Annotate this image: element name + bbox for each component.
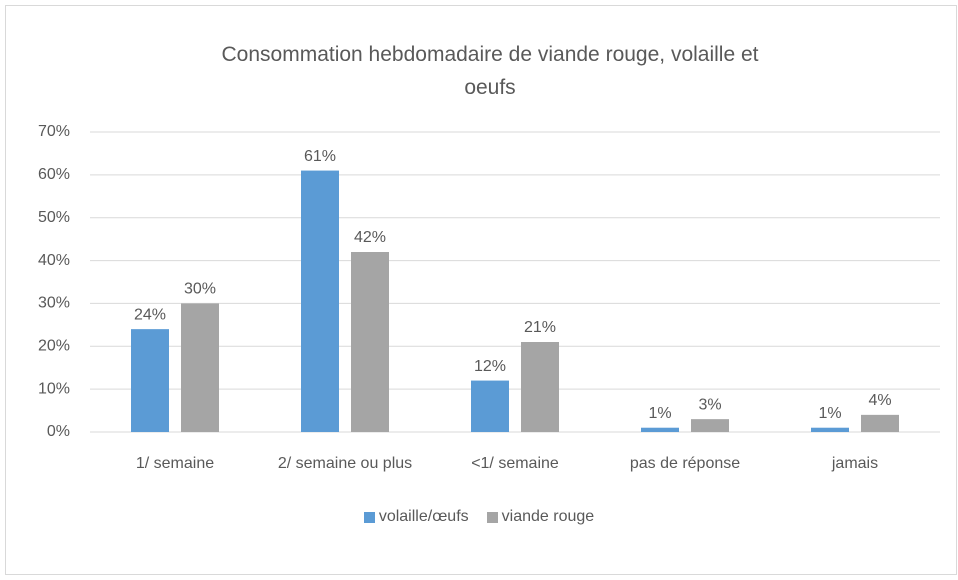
data-label: 3% — [698, 396, 721, 413]
legend-item: volaille/œufs — [363, 508, 469, 526]
data-label: 42% — [354, 229, 386, 246]
data-label: 1% — [648, 405, 671, 422]
chart-title: Consommation hebdomadaire de viande roug… — [221, 43, 759, 99]
bar — [301, 170, 339, 433]
x-tick-label: pas de réponse — [629, 455, 741, 472]
data-label: 61% — [304, 148, 336, 165]
data-label: 1% — [818, 405, 841, 422]
legend: volaille/œufs viande rouge — [0, 508, 958, 526]
chart-border — [5, 5, 957, 575]
bar — [351, 252, 389, 432]
legend-label: volaille/œufs — [378, 508, 469, 525]
bar — [181, 303, 219, 432]
y-tick-label: 50% — [38, 209, 70, 226]
x-tick-label: jamais — [831, 455, 879, 472]
x-tick-label: 2/ semaine ou plus — [277, 455, 413, 472]
data-label: 12% — [474, 358, 506, 375]
y-tick-label: 60% — [38, 166, 70, 183]
bar — [641, 427, 679, 432]
x-tick-label: 1/ semaine — [135, 455, 215, 472]
data-label: 4% — [868, 392, 891, 409]
bar — [811, 427, 849, 432]
x-tick-label: <1/ semaine — [471, 455, 559, 472]
bar — [471, 380, 509, 432]
legend-swatch — [486, 511, 498, 523]
y-tick-label: 20% — [38, 338, 70, 355]
data-label: 24% — [134, 306, 166, 323]
data-label: 21% — [524, 319, 556, 336]
bar — [131, 329, 169, 432]
bar — [691, 419, 729, 432]
y-tick-label: 30% — [38, 295, 70, 312]
y-tick-label: 0% — [47, 423, 70, 440]
y-tick-label: 70% — [38, 123, 70, 140]
y-tick-label: 40% — [38, 252, 70, 269]
y-tick-label: 10% — [38, 380, 70, 397]
legend-label: viande rouge — [501, 508, 595, 525]
legend-swatch — [363, 511, 375, 523]
data-label: 30% — [184, 281, 216, 298]
bar — [521, 342, 559, 432]
legend-item: viande rouge — [486, 508, 595, 526]
bar — [861, 414, 899, 432]
